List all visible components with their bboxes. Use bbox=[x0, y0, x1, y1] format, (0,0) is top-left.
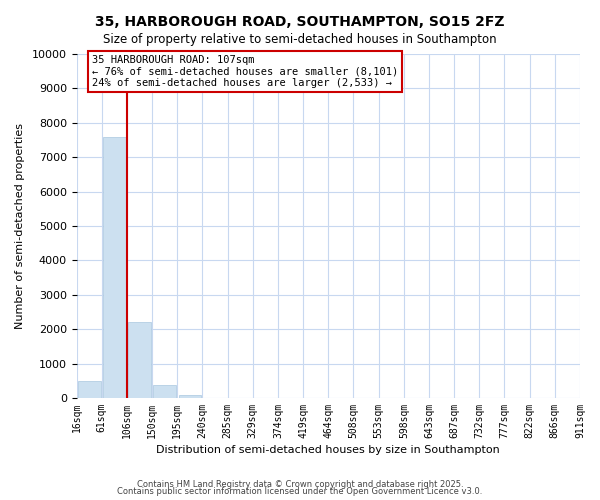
Text: 35 HARBOROUGH ROAD: 107sqm
← 76% of semi-detached houses are smaller (8,101)
24%: 35 HARBOROUGH ROAD: 107sqm ← 76% of semi… bbox=[92, 55, 398, 88]
Text: 35, HARBOROUGH ROAD, SOUTHAMPTON, SO15 2FZ: 35, HARBOROUGH ROAD, SOUTHAMPTON, SO15 2… bbox=[95, 15, 505, 29]
Bar bbox=[78, 380, 101, 398]
Y-axis label: Number of semi-detached properties: Number of semi-detached properties bbox=[15, 123, 25, 329]
X-axis label: Distribution of semi-detached houses by size in Southampton: Distribution of semi-detached houses by … bbox=[157, 445, 500, 455]
Bar bbox=[103, 136, 126, 398]
Bar bbox=[154, 385, 176, 398]
Text: Contains public sector information licensed under the Open Government Licence v3: Contains public sector information licen… bbox=[118, 487, 482, 496]
Text: Contains HM Land Registry data © Crown copyright and database right 2025.: Contains HM Land Registry data © Crown c… bbox=[137, 480, 463, 489]
Bar bbox=[128, 322, 151, 398]
Bar bbox=[179, 395, 201, 398]
Text: Size of property relative to semi-detached houses in Southampton: Size of property relative to semi-detach… bbox=[103, 32, 497, 46]
